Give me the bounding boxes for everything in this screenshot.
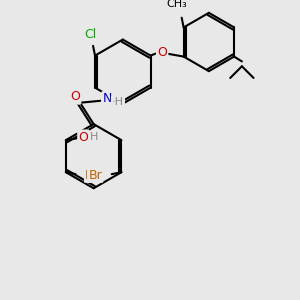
Text: N: N (103, 92, 112, 105)
Text: O: O (70, 90, 80, 104)
Text: Br: Br (88, 169, 102, 182)
Text: O: O (78, 131, 88, 144)
Text: H: H (90, 132, 98, 142)
Text: CH₃: CH₃ (167, 0, 187, 9)
Text: Br: Br (85, 169, 99, 182)
Text: O: O (157, 46, 167, 59)
Text: ·H: ·H (112, 97, 124, 107)
Text: Cl: Cl (84, 28, 96, 41)
